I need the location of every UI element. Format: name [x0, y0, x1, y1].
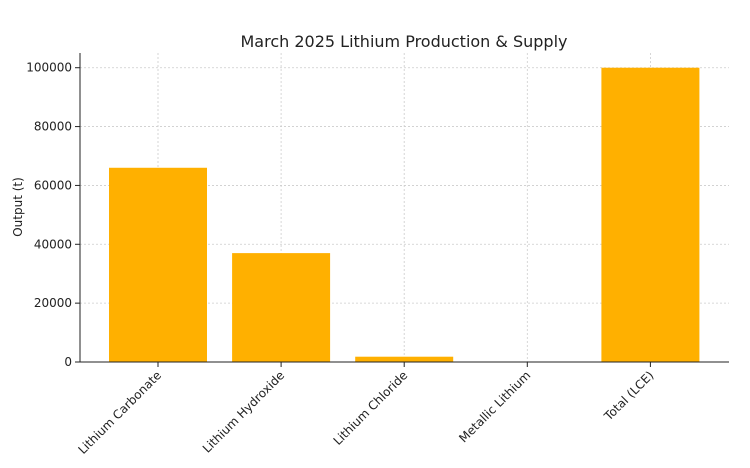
y-tick-label: 60000: [34, 178, 72, 192]
y-tick-label: 40000: [34, 237, 72, 251]
bars: [109, 67, 700, 362]
y-axis-label: Output (t): [11, 177, 25, 237]
x-tick-label: Lithium Carbonate: [75, 368, 164, 457]
x-tick-labels: Lithium Carbonate Lithium Hydroxide Lithiu…: [75, 368, 656, 457]
y-tick-label: 100000: [26, 61, 72, 75]
x-tick-label: Lithium Hydroxide: [200, 368, 287, 455]
y-tick-label: 20000: [34, 296, 72, 310]
bar-total-lce: [601, 67, 700, 362]
x-tick-label: Lithium Chloride: [331, 368, 411, 448]
x-tick-label: Total (LCE): [601, 368, 657, 424]
y-tick-label: 0: [64, 355, 72, 369]
chart-title: March 2025 Lithium Production & Supply: [241, 32, 568, 51]
x-tick-label: Metallic Lithium: [456, 368, 533, 445]
bar-lithium-hydroxide: [232, 253, 331, 362]
bar-lithium-chloride: [355, 356, 454, 362]
bar-lithium-carbonate: [109, 167, 207, 362]
y-tick-labels: 0 20000 40000 60000 80000 100000: [26, 61, 72, 369]
axes: [75, 53, 729, 367]
y-tick-label: 80000: [34, 120, 72, 134]
